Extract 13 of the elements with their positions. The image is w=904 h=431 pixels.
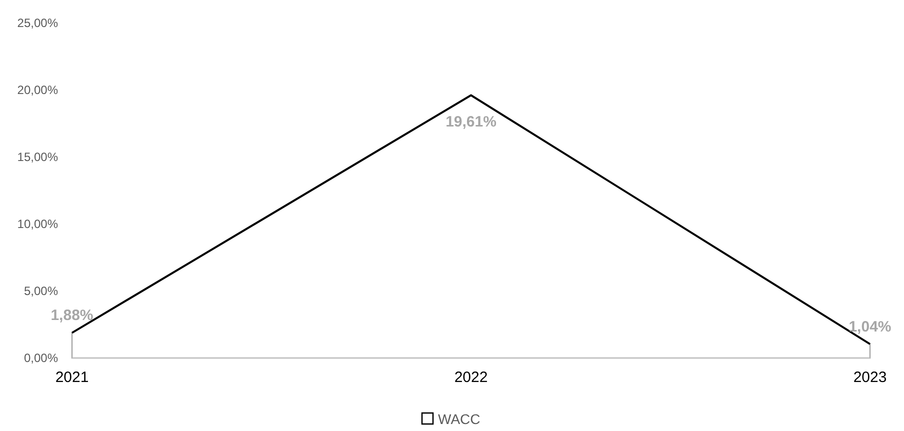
x-tick-label: 2023: [853, 369, 887, 386]
data-label: 1,04%: [848, 318, 892, 336]
x-tick-label: 2022: [454, 369, 488, 386]
data-label: 19,61%: [446, 113, 496, 130]
legend-label: WACC: [438, 410, 480, 427]
x-tick-label: 2021: [55, 369, 89, 386]
y-tick-label: 5,00%: [24, 284, 58, 298]
y-tick-label: 10,00%: [17, 217, 58, 232]
y-tick-label: 15,00%: [17, 150, 58, 164]
y-tick-label: 20,00%: [17, 83, 58, 98]
data-label: 1,88%: [50, 307, 94, 324]
y-tick-label: 25,00%: [17, 16, 58, 30]
y-tick-label: 0,00%: [24, 351, 58, 366]
